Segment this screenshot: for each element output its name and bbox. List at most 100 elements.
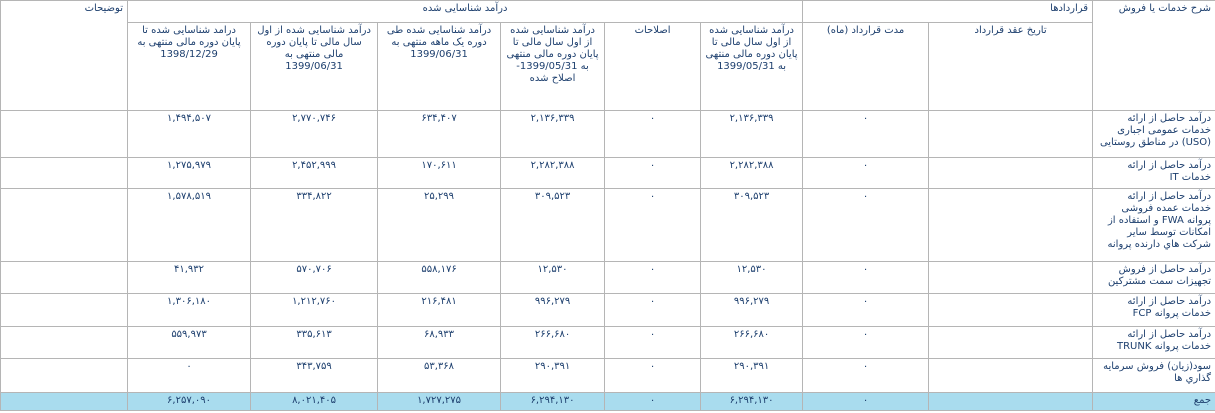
value-cell: ۲۵,۲۹۹	[377, 188, 502, 262]
table-row: درآمد حاصل از فروش تجهیزات سمت مشترکین ۰ ۱…	[0, 261, 1215, 294]
value-cell: ۰	[604, 157, 702, 189]
value-cell: ۱۲,۵۳۰	[700, 261, 804, 294]
value-cell: ۱,۳۰۶,۱۸۰	[126, 293, 252, 327]
value-cell: ۱۲,۵۳۰	[500, 261, 606, 294]
value-cell: ۳۳۴,۸۲۲	[250, 188, 379, 262]
header-cell: اصلاحات	[604, 22, 702, 111]
value-cell: ۹۹۶,۲۷۹	[700, 293, 804, 327]
table-row: جمع ۰ ۶,۲۹۴,۱۳۰ ۰ ۶,۲۹۴,۱۳۰ ۱,۷۲۷,۲۷۵ ۸,۰۲۱,۴۰…	[0, 392, 1215, 411]
value-cell: ۲,۲۸۲,۳۸۸	[700, 157, 804, 189]
notes-cell	[0, 110, 128, 158]
value-cell: ۸,۰۲۱,۴۰۵	[250, 392, 379, 411]
value-cell: ۲,۴۵۲,۹۹۹	[250, 157, 379, 189]
value-cell: ۰	[802, 326, 930, 359]
value-cell: ۰	[802, 110, 930, 158]
value-cell: ۰	[604, 261, 702, 294]
table-row: درآمد حاصل از ارائه خدمات IT ۰ ۲,۲۸۲,۳۸۸ ۰ ۲…	[0, 157, 1215, 189]
value-cell: ۵۳,۳۶۸	[377, 358, 502, 393]
notes-cell	[0, 157, 128, 189]
table-row: درآمد حاصل از ارائه خدمات پروانه FCP ۰ ۹۹۶…	[0, 293, 1215, 327]
value-cell: ۵۵۸,۱۷۶	[377, 261, 502, 294]
value-cell: ۲۱۶,۴۸۱	[377, 293, 502, 327]
table-row: درآمد حاصل از ارائه خدمات عمومی اجباری (…	[0, 110, 1215, 158]
value-cell: ۲,۷۷۰,۷۴۶	[250, 110, 379, 158]
value-cell: ۳۰۹,۵۲۳	[500, 188, 606, 262]
description-cell: درآمد حاصل از ارائه خدمات پروانه FCP	[1092, 293, 1215, 327]
notes-cell	[0, 358, 128, 393]
value-cell: ۶۸,۹۳۳	[377, 326, 502, 359]
value-cell: ۰	[126, 358, 252, 393]
description-cell: درآمد حاصل از ارائه خدمات پروانه TRUNK	[1092, 326, 1215, 359]
description-cell: درآمد حاصل از ارائه خدمات عمده فروشی پرو…	[1092, 188, 1215, 262]
description-cell: جمع	[1092, 392, 1215, 411]
notes-cell	[0, 326, 128, 359]
value-cell: ۰	[604, 293, 702, 327]
value-cell: ۰	[802, 157, 930, 189]
table-row: درآمد حاصل از ارائه خدمات پروانه TRUNK ۰ ۲…	[0, 326, 1215, 359]
notes-cell	[0, 188, 128, 262]
value-cell: ۱,۵۷۸,۵۱۹	[126, 188, 252, 262]
table-row: درآمد حاصل از ارائه خدمات عمده فروشی پرو…	[0, 188, 1215, 262]
value-cell: ۳۰۹,۵۲۳	[700, 188, 804, 262]
value-cell: ۰	[802, 188, 930, 262]
value-cell: ۲۹۰,۳۹۱	[500, 358, 606, 393]
value-cell: ۳۴۳,۷۵۹	[250, 358, 379, 393]
value-cell: ۲۶۶,۶۸۰	[500, 326, 606, 359]
value-cell: ۲,۱۳۶,۳۳۹	[500, 110, 606, 158]
table-row: سود(زیان) فروش سرمایه گذاري ها ۰ ۲۹۰,۳۹۱ ۰ ۲…	[0, 358, 1215, 393]
notes-cell	[0, 293, 128, 327]
value-cell	[928, 392, 1094, 411]
value-cell: ۰	[604, 358, 702, 393]
value-cell: ۰	[802, 392, 930, 411]
value-cell: ۰	[604, 392, 702, 411]
description-cell: درآمد حاصل از ارائه خدمات عمومی اجباری (…	[1092, 110, 1215, 158]
header-cell: تاریخ عقد قرارداد	[928, 22, 1094, 111]
value-cell	[928, 326, 1094, 359]
value-cell: ۱,۷۲۷,۲۷۵	[377, 392, 502, 411]
value-cell	[928, 293, 1094, 327]
value-cell	[928, 188, 1094, 262]
value-cell: ۰	[604, 110, 702, 158]
header-cell: درآمد شناسایی شده از اول سال مالی تا پای…	[250, 22, 379, 111]
value-cell: ۹۹۶,۲۷۹	[500, 293, 606, 327]
value-cell: ۵۷۰,۷۰۶	[250, 261, 379, 294]
value-cell	[928, 358, 1094, 393]
header-cell: درآمد شناسایی شده	[126, 0, 804, 23]
value-cell: ۱,۲۷۵,۹۷۹	[126, 157, 252, 189]
value-cell: ۰	[802, 261, 930, 294]
header-cell: توضیحات	[0, 0, 128, 111]
notes-cell	[0, 392, 128, 411]
value-cell: ۰	[802, 358, 930, 393]
value-cell: ۶,۲۵۷,۰۹۰	[126, 392, 252, 411]
value-cell: ۵۵۹,۹۷۳	[126, 326, 252, 359]
description-cell: درآمد حاصل از ارائه خدمات IT	[1092, 157, 1215, 189]
value-cell: ۲۶۶,۶۸۰	[700, 326, 804, 359]
header-cell: شرح خدمات یا فروش	[1092, 0, 1215, 111]
value-cell: ۶۳۴,۴۰۷	[377, 110, 502, 158]
value-cell: ۱,۴۹۴,۵۰۷	[126, 110, 252, 158]
header-cell: درامد شناسایی شده تا پایان دوره مالی منت…	[126, 22, 252, 111]
description-cell: درآمد حاصل از فروش تجهیزات سمت مشترکین	[1092, 261, 1215, 294]
value-cell: ۴۱,۹۳۲	[126, 261, 252, 294]
header-cell: درآمد شناسایی شده طی دوره یک ماهه منتهی …	[377, 22, 502, 111]
value-cell: ۰	[604, 188, 702, 262]
notes-cell	[0, 261, 128, 294]
value-cell	[928, 110, 1094, 158]
header-cell: مدت قرارداد (ماه)	[802, 22, 930, 111]
value-cell	[928, 157, 1094, 189]
description-cell: سود(زیان) فروش سرمایه گذاري ها	[1092, 358, 1215, 393]
value-cell: ۳۳۵,۶۱۳	[250, 326, 379, 359]
header-cell: درآمد شناسایی شده از اول سال مالی تا پای…	[700, 22, 804, 111]
value-cell: ۲۹۰,۳۹۱	[700, 358, 804, 393]
value-cell: ۲,۲۸۲,۳۸۸	[500, 157, 606, 189]
value-cell: ۱,۲۱۲,۷۶۰	[250, 293, 379, 327]
value-cell	[928, 261, 1094, 294]
value-cell: ۶,۲۹۴,۱۳۰	[500, 392, 606, 411]
value-cell: ۰	[802, 293, 930, 327]
value-cell: ۱۷۰,۶۱۱	[377, 157, 502, 189]
value-cell: ۰	[604, 326, 702, 359]
header-cell: قراردادها	[802, 0, 1094, 23]
value-cell: ۶,۲۹۴,۱۳۰	[700, 392, 804, 411]
